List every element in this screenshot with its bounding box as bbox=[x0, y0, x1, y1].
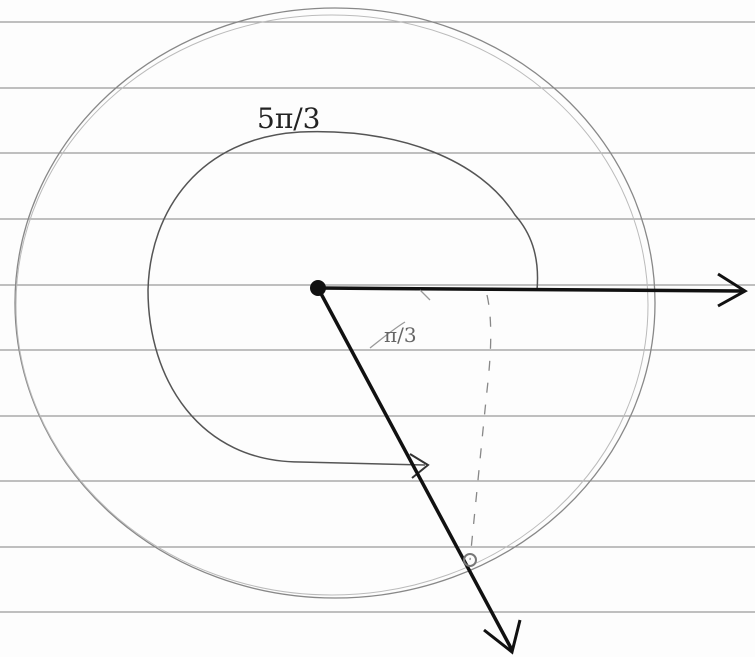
angle-label: 5π/3 bbox=[257, 102, 320, 135]
sketch: 5π/3 π/3 bbox=[0, 0, 755, 657]
origin-dot bbox=[310, 280, 326, 296]
paper bbox=[0, 0, 755, 657]
page: 5π/3 π/3 (() => { const data = JSON.pars… bbox=[0, 0, 755, 657]
angle-label: π/3 bbox=[384, 323, 417, 347]
